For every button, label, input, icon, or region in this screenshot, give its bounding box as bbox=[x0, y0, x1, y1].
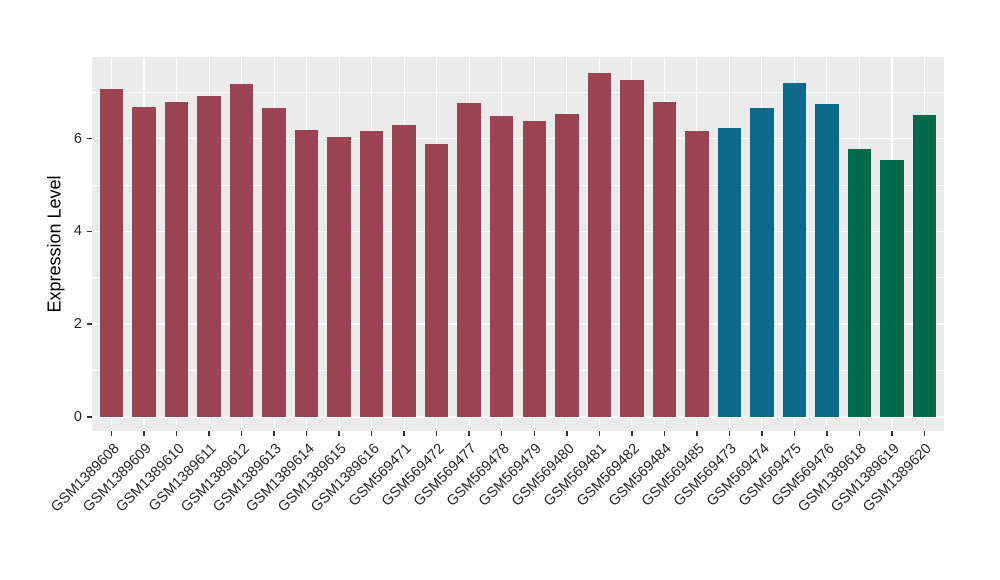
bar-GSM569478 bbox=[489, 116, 514, 417]
bar-GSM1389615 bbox=[327, 137, 351, 417]
bar-GSM1389616 bbox=[359, 131, 384, 417]
bar-GSM569484 bbox=[652, 102, 677, 417]
bar-GSM1389610 bbox=[164, 101, 189, 417]
bar-GSM1389620 bbox=[912, 114, 937, 417]
bar-GSM569482 bbox=[620, 79, 644, 417]
y-tick-mark bbox=[86, 137, 92, 140]
y-axis-title: Expression Level bbox=[44, 175, 65, 313]
minor-gridline bbox=[92, 184, 944, 186]
y-tick-label: 0 bbox=[73, 409, 82, 425]
x-tick-mark bbox=[305, 431, 308, 436]
bar-GSM569471 bbox=[392, 124, 416, 417]
bar-GSM1389611 bbox=[197, 95, 221, 417]
x-tick-mark bbox=[858, 431, 861, 436]
x-tick-mark bbox=[631, 431, 633, 436]
minor-gridline bbox=[92, 370, 944, 371]
plot-panel bbox=[92, 57, 944, 431]
bar-GSM569472 bbox=[424, 144, 449, 417]
bar-GSM569475 bbox=[782, 82, 807, 417]
major-gridline bbox=[92, 230, 944, 233]
y-tick-label: 6 bbox=[73, 130, 82, 147]
bar-GSM569473 bbox=[717, 128, 742, 417]
x-tick-mark bbox=[533, 431, 535, 436]
bar-GSM569481 bbox=[587, 73, 612, 417]
y-tick-label: 2 bbox=[73, 316, 82, 333]
x-tick-mark bbox=[143, 431, 145, 436]
bar-GSM1389614 bbox=[294, 130, 319, 417]
major-gridline bbox=[92, 416, 944, 418]
bar-GSM1389609 bbox=[132, 106, 156, 417]
y-tick-mark bbox=[86, 230, 92, 233]
x-tick-mark bbox=[891, 431, 893, 436]
bar-GSM569477 bbox=[457, 102, 481, 417]
x-tick-mark bbox=[110, 431, 113, 436]
bar-GSM1389619 bbox=[880, 160, 904, 417]
x-tick-mark bbox=[175, 431, 178, 436]
bar-GSM569476 bbox=[815, 104, 839, 417]
major-gridline bbox=[92, 323, 944, 325]
x-tick-mark bbox=[338, 431, 340, 436]
x-tick-mark bbox=[793, 431, 796, 436]
bar-GSM569480 bbox=[555, 113, 579, 417]
x-tick-mark bbox=[761, 431, 763, 436]
x-tick-mark bbox=[403, 431, 405, 436]
x-tick-mark bbox=[696, 431, 698, 436]
minor-gridline bbox=[92, 91, 944, 93]
y-tick-mark bbox=[86, 323, 92, 325]
x-tick-mark bbox=[468, 431, 470, 436]
x-tick-mark bbox=[370, 431, 373, 436]
x-tick-mark bbox=[273, 431, 275, 436]
bar-GSM1389612 bbox=[229, 84, 254, 417]
x-tick-mark bbox=[566, 431, 568, 436]
bar-GSM1389618 bbox=[847, 149, 872, 417]
bar-GSM569474 bbox=[750, 107, 774, 417]
x-tick-mark bbox=[435, 431, 438, 436]
major-gridline bbox=[92, 137, 944, 140]
y-tick-mark bbox=[86, 416, 92, 418]
bar-GSM1389608 bbox=[99, 88, 124, 417]
bar-GSM569479 bbox=[522, 121, 546, 417]
x-tick-mark bbox=[826, 431, 828, 436]
minor-gridline bbox=[92, 277, 944, 279]
y-tick-label: 4 bbox=[73, 223, 82, 240]
bar-GSM1389613 bbox=[262, 108, 286, 417]
x-tick-mark bbox=[500, 431, 503, 436]
x-tick-mark bbox=[663, 431, 666, 436]
x-tick-mark bbox=[598, 431, 601, 436]
x-tick-mark bbox=[240, 431, 243, 436]
x-tick-mark bbox=[728, 431, 731, 436]
bar-GSM569485 bbox=[685, 130, 709, 417]
x-tick-mark bbox=[923, 431, 926, 436]
x-tick-mark bbox=[208, 431, 210, 436]
